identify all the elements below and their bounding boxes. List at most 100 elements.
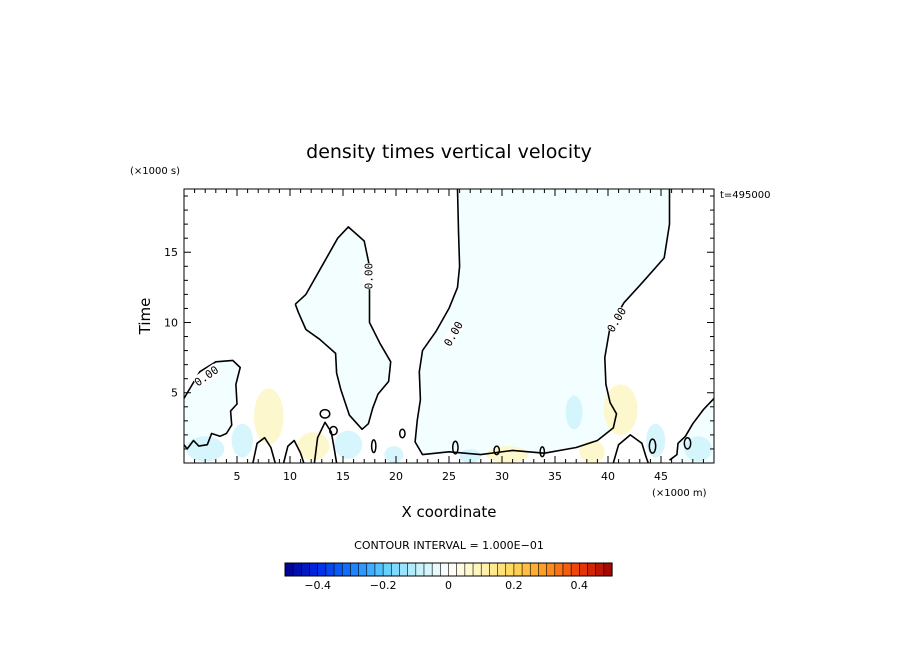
colorbar-bin — [554, 562, 564, 577]
contour-label: 0.00 — [362, 263, 375, 290]
colorbar-bin — [521, 562, 531, 577]
colorbar-tick-label: 0.4 — [571, 579, 589, 592]
weak-positive-patch — [253, 388, 284, 445]
colorbar-bin — [562, 562, 572, 577]
negative-region-main — [415, 189, 670, 455]
zero-contour-line — [252, 436, 276, 463]
y-tick-label: 15 — [164, 246, 178, 259]
colorbar-bin — [358, 562, 368, 577]
colorbar-bin — [570, 562, 580, 577]
colorbar-bin — [390, 562, 401, 577]
x-tick-label: 45 — [654, 470, 668, 483]
colorbar-bin — [578, 562, 589, 577]
colorbar-bin — [301, 562, 311, 577]
axis-ticks: 5 10 15 20 25 30 35 40 45 5 10 15 — [164, 189, 715, 483]
weak-positive-patch — [486, 446, 529, 463]
zero-contour-loop — [398, 428, 406, 439]
contour-label-bg — [441, 319, 465, 348]
zero-contour-loop — [370, 439, 377, 454]
colorbar-bin — [415, 562, 425, 577]
chart-title: density times vertical velocity — [306, 141, 592, 163]
colorbar-bin — [595, 562, 605, 577]
zero-contour-loop — [451, 440, 459, 455]
contour-fills — [184, 189, 714, 463]
y-axis-title: Time — [136, 298, 154, 336]
x-tick-label: 35 — [548, 470, 562, 483]
colorbar-bin — [497, 562, 507, 577]
weak-negative-patch — [565, 395, 583, 430]
y-tick-label: 5 — [171, 387, 178, 400]
colorbar-bin — [341, 562, 352, 577]
colorbar-bin — [292, 562, 302, 577]
weak-positive-patch — [579, 440, 605, 463]
y-scale-label: (×1000 s) — [130, 166, 180, 177]
zero-contour-line — [313, 421, 338, 463]
colorbar-frame — [284, 562, 613, 577]
colorbar-bin — [480, 562, 490, 577]
x-axis-title: X coordinate — [401, 503, 496, 521]
colorbar-bin — [333, 562, 343, 577]
weak-positive-patch — [603, 384, 638, 435]
colorbar-bin — [603, 562, 613, 577]
colorbar-bin — [317, 562, 327, 577]
colorbar-bin — [464, 562, 474, 577]
colorbar-tick-label: −0.2 — [370, 579, 397, 592]
colorbar-tick-label: 0 — [445, 579, 452, 592]
weak-negative-patch — [646, 423, 666, 458]
x-tick-label: 15 — [336, 470, 350, 483]
colorbar-bin — [407, 562, 417, 577]
zero-contour-line — [612, 434, 650, 463]
colorbar-bin — [382, 562, 392, 577]
colorbar-bin — [505, 562, 515, 577]
colorbar-bin — [431, 562, 441, 577]
colorbar-bin — [546, 562, 556, 577]
zero-contour-loop — [319, 408, 331, 419]
colorbar-bin — [587, 562, 597, 577]
zero-contour-loop — [683, 436, 692, 450]
colorbar-bin — [456, 562, 466, 577]
colorbar-bin — [423, 562, 433, 577]
contour-interval-text: CONTOUR INTERVAL = 1.000E−01 — [354, 539, 544, 552]
colorbar-bin — [538, 562, 548, 577]
zero-contour-loop — [539, 446, 546, 458]
weak-positive-patch — [297, 432, 330, 461]
zero-contour-loop — [648, 438, 657, 454]
colorbar-bin — [513, 562, 523, 577]
contour-label-bg — [604, 305, 629, 334]
weak-negative-patch — [186, 436, 225, 462]
x-tick-label: 20 — [389, 470, 403, 483]
colorbar-bin — [325, 562, 335, 577]
colorbar-bin — [399, 562, 409, 577]
weak-negative-patch — [231, 423, 253, 458]
zero-contour-line — [184, 359, 241, 450]
x-tick-label: 30 — [495, 470, 509, 483]
time-stamp: t=495000 — [720, 190, 770, 201]
contour-label-bg — [192, 363, 221, 389]
colorbar-tick-label: −0.4 — [304, 579, 331, 592]
x-tick-label: 5 — [234, 470, 241, 483]
colorbar-bin — [350, 562, 360, 577]
y-tick-label: 10 — [164, 316, 178, 329]
contour-label-bg — [362, 263, 375, 290]
colorbar-bin — [489, 562, 499, 577]
colorbar-bin — [448, 562, 458, 577]
zero-contour-line — [282, 439, 305, 463]
colorbar-tick-label: 0.2 — [505, 579, 523, 592]
zero-contour-line — [669, 397, 714, 461]
zero-contour-loop — [493, 445, 501, 456]
colorbar-bin — [440, 562, 450, 577]
colorbar-bin — [366, 562, 376, 577]
x-scale-label: (×1000 m) — [652, 488, 707, 499]
colorbar-bin — [529, 562, 540, 577]
zero-contour-loop — [329, 425, 338, 436]
x-tick-label: 40 — [601, 470, 615, 483]
weak-negative-patch — [384, 446, 404, 463]
x-tick-label: 25 — [442, 470, 456, 483]
colorbar-bin — [284, 562, 294, 577]
zero-contour-line — [294, 226, 392, 431]
x-tick-label: 10 — [283, 470, 297, 483]
colorbar-bin — [472, 562, 482, 577]
colorbar-bin — [309, 562, 319, 577]
colorbar-bin — [374, 562, 384, 577]
